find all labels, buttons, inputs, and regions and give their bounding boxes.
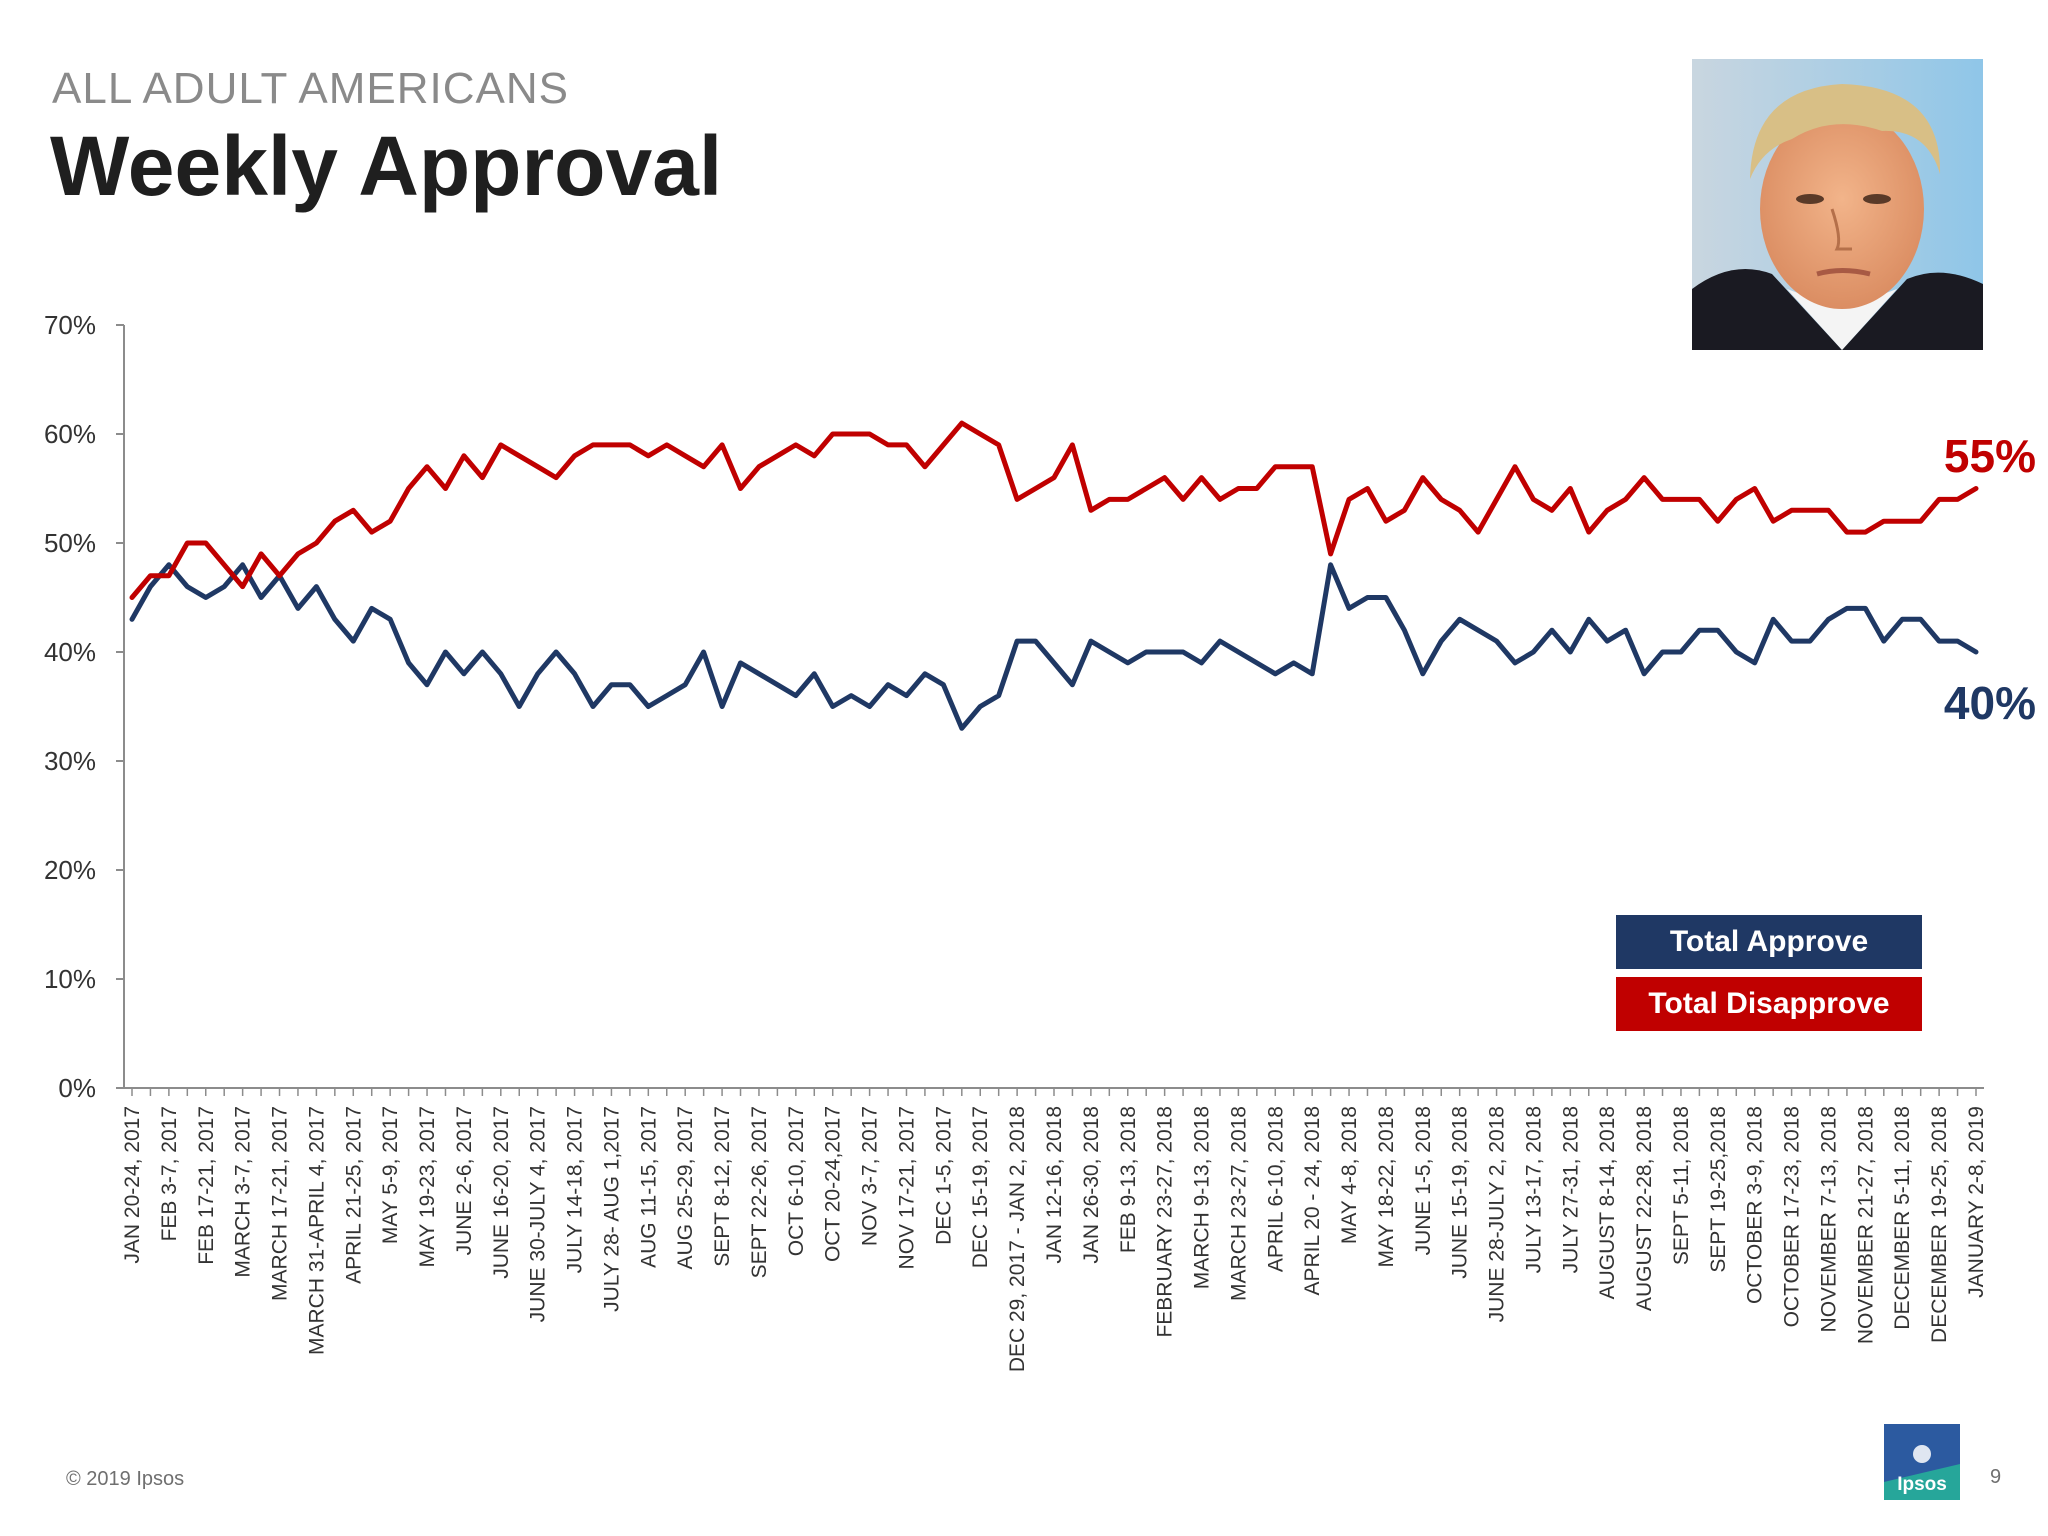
x-tick-label: NOVEMBER 21-27, 2018 xyxy=(1854,1106,1877,1344)
x-tick-label: JAN 12-16, 2018 xyxy=(1043,1106,1066,1264)
x-tick-label: FEBRUARY 23-27, 2018 xyxy=(1154,1106,1177,1338)
series-line-total-disapprove xyxy=(129,420,1979,600)
x-tick-label: JUNE 2-6, 2017 xyxy=(453,1106,476,1255)
x-tick-label: JUNE 15-19, 2018 xyxy=(1449,1106,1472,1279)
x-tick-label: AUG 11-15, 2017 xyxy=(637,1106,660,1268)
x-tick-label: DECEMBER 5-11, 2018 xyxy=(1891,1106,1914,1330)
page-number: 9 xyxy=(1990,1466,2002,1488)
x-tick-label: OCT 6-10, 2017 xyxy=(785,1106,808,1256)
x-tick-label: AUGUST 8-14, 2018 xyxy=(1596,1106,1619,1299)
x-tick-label: MARCH 31-APRIL 4, 2017 xyxy=(305,1106,328,1355)
ipsos-logo-text: Ipsos xyxy=(1897,1474,1947,1495)
series-line-total-approve xyxy=(129,562,1979,731)
x-tick-label: DECEMBER 19-25, 2018 xyxy=(1928,1106,1951,1343)
x-tick-label: APRIL 6-10, 2018 xyxy=(1264,1106,1287,1272)
x-tick-label: MARCH 17-21, 2017 xyxy=(269,1106,292,1301)
end-label-disapprove: 55% xyxy=(1943,430,2036,482)
x-tick-label: MARCH 23-27, 2018 xyxy=(1227,1106,1250,1301)
x-tick-label: MARCH 9-13, 2018 xyxy=(1191,1106,1214,1289)
x-tick-label: JAN 20-24, 2017 xyxy=(121,1106,144,1264)
y-tick-label: 30% xyxy=(44,746,96,776)
x-tick-label: MAY 18-22, 2018 xyxy=(1375,1106,1398,1268)
x-tick-label: JULY 13-17, 2018 xyxy=(1522,1106,1545,1273)
legend-total-approve: Total Approve xyxy=(1616,915,1922,969)
x-tick-label: FEB 17-21, 2017 xyxy=(195,1106,218,1265)
x-tick-label: DEC 15-19, 2017 xyxy=(969,1106,992,1268)
x-tick-label: SEPT 8-12, 2017 xyxy=(711,1106,734,1267)
ipsos-logo: Ipsos xyxy=(1884,1424,1960,1500)
x-tick-label: OCT 20-24,2017 xyxy=(822,1106,845,1262)
x-tick-label: SEPT 5-11, 2018 xyxy=(1670,1106,1693,1265)
y-tick-label: 10% xyxy=(44,964,96,994)
x-tick-label: JUNE 16-20, 2017 xyxy=(490,1106,513,1279)
x-tick-label: JUNE 1-5, 2018 xyxy=(1412,1106,1435,1255)
x-tick-label: JANUARY 2-8, 2019 xyxy=(1965,1106,1988,1298)
x-tick-label: FEB 3-7, 2017 xyxy=(158,1106,181,1241)
x-tick-label: AUG 25-29, 2017 xyxy=(674,1106,697,1269)
end-label-approve: 40% xyxy=(1943,677,2036,729)
x-tick-label: NOV 17-21, 2017 xyxy=(895,1106,918,1269)
x-tick-label: MARCH 3-7, 2017 xyxy=(232,1106,255,1278)
y-tick-label: 20% xyxy=(44,855,96,885)
x-tick-label: JULY 27-31, 2018 xyxy=(1559,1106,1582,1273)
x-tick-label: MAY 19-23, 2017 xyxy=(416,1106,439,1268)
y-tick-label: 40% xyxy=(44,637,96,667)
subtitle-text: ALL ADULT AMERICANS xyxy=(52,64,570,113)
x-tick-label: FEB 9-13, 2018 xyxy=(1117,1106,1140,1253)
x-tick-label: APRIL 20 - 24, 2018 xyxy=(1301,1106,1324,1296)
series-lines xyxy=(129,420,1979,731)
x-tick-label: APRIL 21-25, 2017 xyxy=(342,1106,365,1284)
x-tick-label: OCTOBER 3-9, 2018 xyxy=(1744,1106,1767,1304)
x-tick-label: MAY 4-8, 2018 xyxy=(1338,1106,1361,1244)
x-tick-label: SEPT 19-25,2018 xyxy=(1707,1106,1730,1273)
x-tick-label: MAY 5-9, 2017 xyxy=(379,1106,402,1244)
x-tick-label: SEPT 22-26, 2017 xyxy=(748,1106,771,1278)
x-tick-label: DEC 1-5, 2017 xyxy=(932,1106,955,1245)
y-axis: 0% 10% 20% 30% 40% 50% 60% 70% xyxy=(44,310,125,1103)
page-title: Weekly Approval xyxy=(50,119,723,213)
x-tick-label: JAN 26-30, 2018 xyxy=(1080,1106,1103,1264)
y-tick-label: 70% xyxy=(44,310,96,340)
x-tick-label: JULY 14-18, 2017 xyxy=(564,1106,587,1273)
y-tick-label: 60% xyxy=(44,419,96,449)
x-tick-label: NOV 3-7, 2017 xyxy=(859,1106,882,1246)
x-tick-label: JUNE 28-JULY 2, 2018 xyxy=(1486,1106,1509,1322)
x-tick-label: JULY 28- AUG 1,2017 xyxy=(600,1106,623,1312)
x-axis: JAN 20-24, 2017 FEB 3-7, 2017 FEB 17-21, 2… xyxy=(121,1087,1988,1372)
x-tick-label: OCTOBER 17-23, 2018 xyxy=(1781,1106,1804,1327)
y-tick-label: 50% xyxy=(44,528,96,558)
y-tick-label: 0% xyxy=(58,1073,96,1103)
copyright-text: © 2019 Ipsos xyxy=(66,1468,185,1490)
x-tick-label: DEC 29, 2017 - JAN 2, 2018 xyxy=(1006,1106,1029,1372)
legend-total-disapprove: Total Disapprove xyxy=(1616,977,1922,1031)
portrait-image xyxy=(1692,59,1983,350)
x-tick-label: AUGUST 22-28, 2018 xyxy=(1633,1106,1656,1311)
x-tick-label: JUNE 30-JULY 4, 2017 xyxy=(527,1106,550,1322)
x-tick-label: NOVEMBER 7-13, 2018 xyxy=(1817,1106,1840,1332)
